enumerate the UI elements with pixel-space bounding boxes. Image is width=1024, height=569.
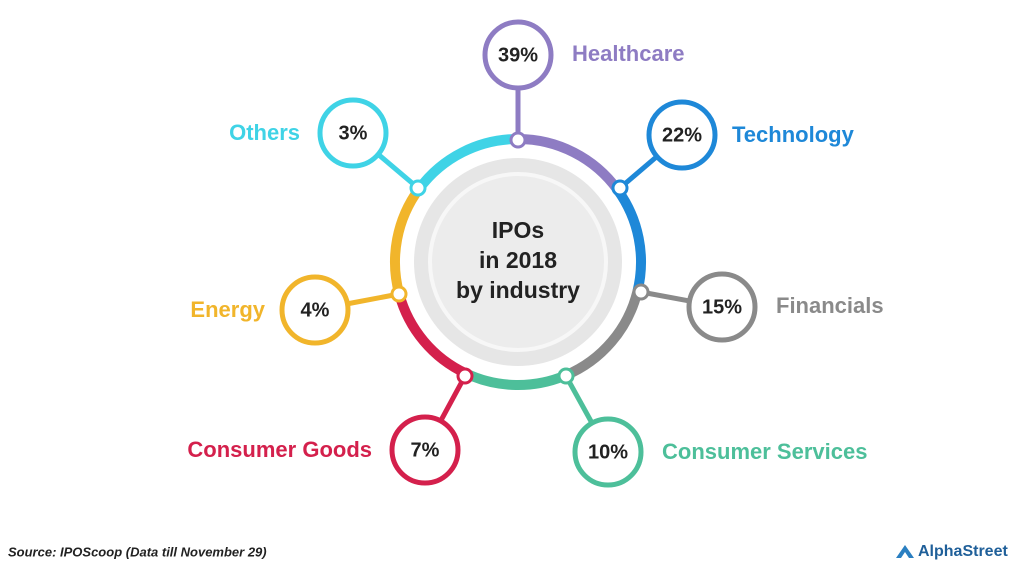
ring-segment — [415, 134, 519, 192]
ring-segment — [613, 186, 646, 293]
connector — [377, 153, 420, 190]
connector-dot — [611, 179, 629, 197]
ring-segment — [394, 292, 469, 379]
value-label: 7% — [411, 439, 440, 461]
value-circle — [389, 414, 461, 486]
value-label: 3% — [339, 122, 368, 144]
category-label: Consumer Services — [662, 439, 867, 464]
value-circle — [686, 271, 758, 343]
center-line: IPOs — [492, 217, 544, 243]
value-label: 39% — [498, 44, 538, 66]
value-circle — [482, 19, 554, 91]
labels: 39% Healthcare 22% Technology 15% Financials 1… — [187, 19, 884, 488]
brand-icon — [896, 545, 914, 558]
category-label: Healthcare — [572, 41, 685, 66]
brand-logo: AlphaStreet — [896, 543, 1008, 560]
ring — [390, 134, 646, 390]
category-label: Financials — [776, 293, 884, 318]
value-circle — [317, 97, 389, 169]
connector-dot — [632, 283, 650, 301]
connector — [347, 291, 400, 307]
connector-dot — [456, 367, 474, 385]
source: Source: IPOScoop (Data till November 29) — [8, 544, 267, 559]
category-label: Others — [229, 120, 300, 145]
connector-dot — [557, 367, 575, 385]
value-label: 22% — [662, 124, 702, 146]
ring-segment — [563, 289, 643, 380]
category-label: Consumer Goods — [187, 437, 372, 462]
ring-segment — [464, 368, 568, 390]
center-line: in 2018 — [479, 247, 557, 273]
value-circle — [279, 274, 351, 346]
connector-dot — [409, 179, 427, 197]
connector-dot — [390, 285, 408, 303]
center-line: by industry — [456, 277, 580, 303]
connector-dot — [509, 131, 527, 149]
ring-segment — [517, 134, 622, 193]
category-label: Technology — [732, 122, 855, 147]
value-circle — [646, 99, 718, 171]
ring-segment — [390, 185, 424, 296]
value-label: 4% — [301, 299, 330, 321]
value-label: 10% — [588, 441, 628, 463]
value-label: 15% — [702, 296, 742, 318]
brand: AlphaStreet — [918, 543, 1008, 560]
value-circle — [572, 416, 644, 488]
category-label: Energy — [190, 297, 265, 322]
center-text: IPOs in 2018 by industry — [456, 217, 580, 303]
center-disc — [428, 172, 608, 352]
connector — [563, 374, 594, 424]
